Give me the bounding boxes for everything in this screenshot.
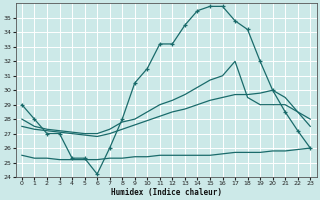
X-axis label: Humidex (Indice chaleur): Humidex (Indice chaleur)	[111, 188, 221, 197]
